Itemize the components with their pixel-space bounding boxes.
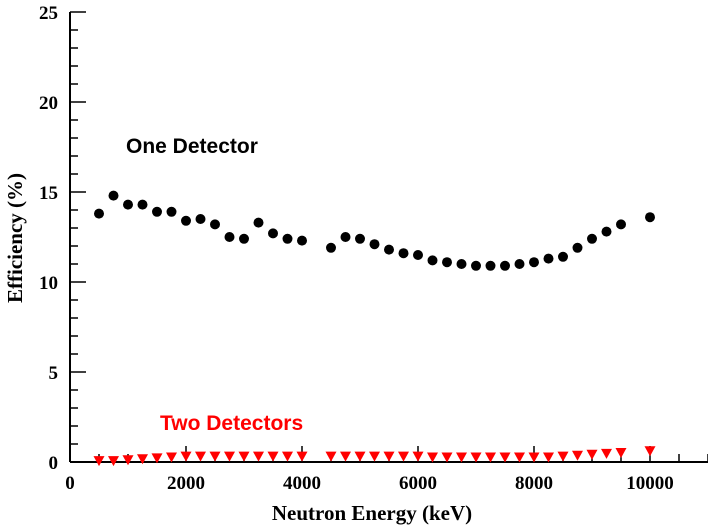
data-point — [151, 453, 163, 464]
data-point — [384, 244, 394, 255]
data-point — [268, 228, 278, 239]
data-point — [253, 217, 264, 228]
data-point — [601, 226, 612, 237]
data-point — [122, 455, 134, 466]
data-point — [558, 251, 568, 262]
data-point — [326, 242, 336, 253]
data-point — [267, 451, 279, 462]
data-point — [398, 248, 409, 259]
data-point — [166, 206, 177, 217]
x-tick-label: 0 — [65, 473, 75, 494]
data-point — [137, 199, 148, 210]
data-point — [195, 214, 206, 224]
data-point — [456, 259, 467, 269]
data-point — [180, 451, 192, 462]
data-point — [601, 448, 612, 459]
data-point — [616, 219, 626, 230]
data-point — [152, 206, 162, 217]
y-tick-label: 5 — [49, 363, 59, 384]
two-detectors-series — [93, 446, 656, 467]
x-tick-label: 4000 — [283, 473, 321, 494]
x-tick-label: 10000 — [626, 473, 674, 494]
x-tick-label: 2000 — [167, 473, 205, 494]
data-point — [427, 452, 438, 463]
data-point — [224, 232, 235, 242]
data-point — [514, 259, 525, 269]
data-point — [253, 451, 264, 462]
data-point — [238, 451, 250, 462]
data-point — [325, 451, 337, 462]
plot-frame — [69, 12, 708, 463]
annotation-two-detectors: Two Detectors — [160, 412, 303, 435]
data-point — [572, 242, 583, 253]
data-point — [123, 199, 133, 210]
data-point — [441, 452, 453, 463]
data-point — [340, 451, 351, 462]
data-point — [282, 451, 293, 462]
data-point — [528, 452, 540, 463]
data-point — [500, 260, 510, 271]
data-point — [557, 451, 569, 462]
data-point — [485, 452, 496, 463]
data-point — [296, 451, 308, 462]
data-point — [644, 446, 656, 457]
data-point — [383, 451, 395, 462]
x-tick-label: 6000 — [399, 473, 437, 494]
data-point — [412, 451, 424, 462]
data-point — [529, 257, 539, 268]
data-point — [282, 233, 293, 244]
data-point — [587, 233, 597, 244]
data-point — [369, 451, 380, 462]
y-tick-label: 20 — [39, 93, 58, 114]
data-point — [586, 449, 598, 460]
data-point — [224, 451, 235, 462]
data-point — [94, 208, 104, 219]
data-point — [93, 456, 105, 467]
data-point — [355, 233, 365, 244]
data-point — [398, 451, 409, 462]
data-point — [645, 212, 655, 223]
y-tick-label: 25 — [39, 3, 58, 24]
data-point — [470, 452, 482, 463]
data-point — [615, 448, 627, 458]
data-point — [137, 454, 148, 465]
y-axis-label: Efficiency (%) — [3, 173, 27, 303]
y-tick-label: 15 — [39, 183, 58, 204]
data-point — [427, 255, 438, 266]
one-detector-series — [94, 190, 655, 271]
data-point — [210, 219, 220, 230]
data-point — [195, 451, 206, 462]
data-point — [485, 260, 496, 271]
data-point — [413, 250, 423, 260]
data-point — [572, 450, 583, 461]
data-point — [209, 451, 221, 462]
data-point — [239, 233, 249, 244]
data-point — [471, 260, 481, 271]
data-point — [499, 452, 511, 463]
data-point — [456, 452, 467, 463]
data-point — [297, 235, 307, 246]
y-axis-ticks: 0 5 10 15 20 25 — [39, 3, 86, 474]
data-point — [354, 451, 366, 462]
data-point — [181, 215, 191, 226]
data-point — [166, 452, 177, 463]
data-point — [514, 452, 525, 463]
data-point — [340, 232, 351, 242]
data-point — [543, 452, 554, 463]
annotation-one-detector: One Detector — [126, 135, 258, 158]
x-axis-label: Neutron Energy (keV) — [272, 501, 472, 525]
y-tick-label: 10 — [39, 273, 58, 294]
data-point — [369, 239, 380, 250]
data-point — [543, 253, 554, 264]
data-point — [108, 456, 119, 467]
data-point — [442, 257, 452, 268]
x-tick-label: 8000 — [515, 473, 553, 494]
data-point — [108, 190, 119, 201]
data-series — [93, 190, 656, 467]
y-tick-label: 0 — [49, 453, 59, 474]
